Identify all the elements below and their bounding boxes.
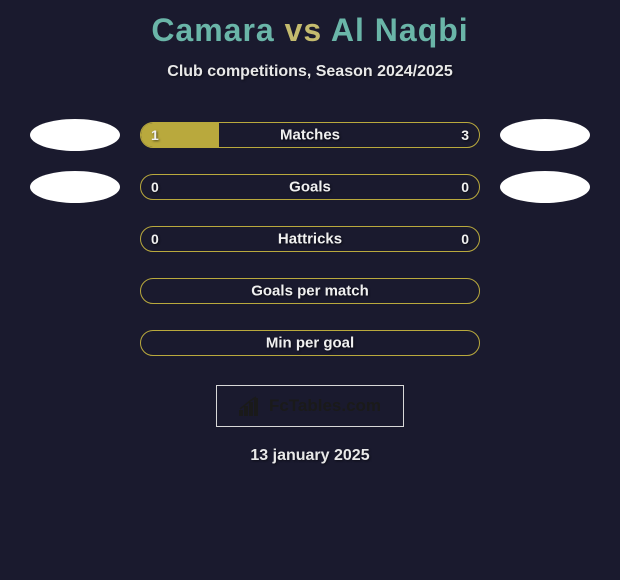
- stat-row: Goals per match: [10, 275, 610, 307]
- comparison-infographic: Camara vs Al Naqbi Club competitions, Se…: [0, 0, 620, 465]
- stat-label: Matches: [280, 127, 340, 144]
- player2-photo-placeholder: [500, 119, 590, 151]
- stat-label: Goals: [289, 179, 331, 196]
- chart-bars-icon: [239, 396, 263, 416]
- spacer: [510, 275, 600, 307]
- player1-photo-placeholder: [30, 171, 120, 203]
- stat-label: Hattricks: [278, 231, 342, 248]
- stat-label: Goals per match: [251, 283, 369, 300]
- player2-name: Al Naqbi: [331, 12, 469, 48]
- stat-value-p2: 3: [461, 127, 469, 143]
- page-title: Camara vs Al Naqbi: [151, 12, 468, 49]
- stat-value-p2: 0: [461, 231, 469, 247]
- spacer: [510, 327, 600, 359]
- stat-bar: 1 3 Matches: [140, 122, 480, 148]
- stat-value-p1: 1: [151, 127, 159, 143]
- stat-row: Min per goal: [10, 327, 610, 359]
- spacer: [20, 327, 110, 359]
- stat-bar: 0 0 Hattricks: [140, 226, 480, 252]
- player1-name: Camara: [151, 12, 274, 48]
- player1-photo-placeholder: [30, 119, 120, 151]
- stat-value-p2: 0: [461, 179, 469, 195]
- stat-row: 0 0 Hattricks: [10, 223, 610, 255]
- stat-row: 1 3 Matches: [10, 119, 610, 151]
- subtitle: Club competitions, Season 2024/2025: [167, 63, 452, 81]
- stat-value-p1: 0: [151, 179, 159, 195]
- stat-bar: Min per goal: [140, 330, 480, 356]
- spacer: [20, 223, 110, 255]
- stats-list: 1 3 Matches 0 0 Goals 0 0 Hattricks Goals per mat…: [10, 119, 610, 379]
- stat-row: 0 0 Goals: [10, 171, 610, 203]
- brand-box: FcTables.com: [216, 385, 404, 427]
- stat-bar: Goals per match: [140, 278, 480, 304]
- stat-bar: 0 0 Goals: [140, 174, 480, 200]
- spacer: [510, 223, 600, 255]
- stat-label: Min per goal: [266, 335, 354, 352]
- stat-value-p1: 0: [151, 231, 159, 247]
- player2-photo-placeholder: [500, 171, 590, 203]
- spacer: [20, 275, 110, 307]
- vs-text: vs: [285, 12, 323, 48]
- brand-text: FcTables.com: [269, 396, 381, 416]
- footer-date: 13 january 2025: [250, 447, 369, 465]
